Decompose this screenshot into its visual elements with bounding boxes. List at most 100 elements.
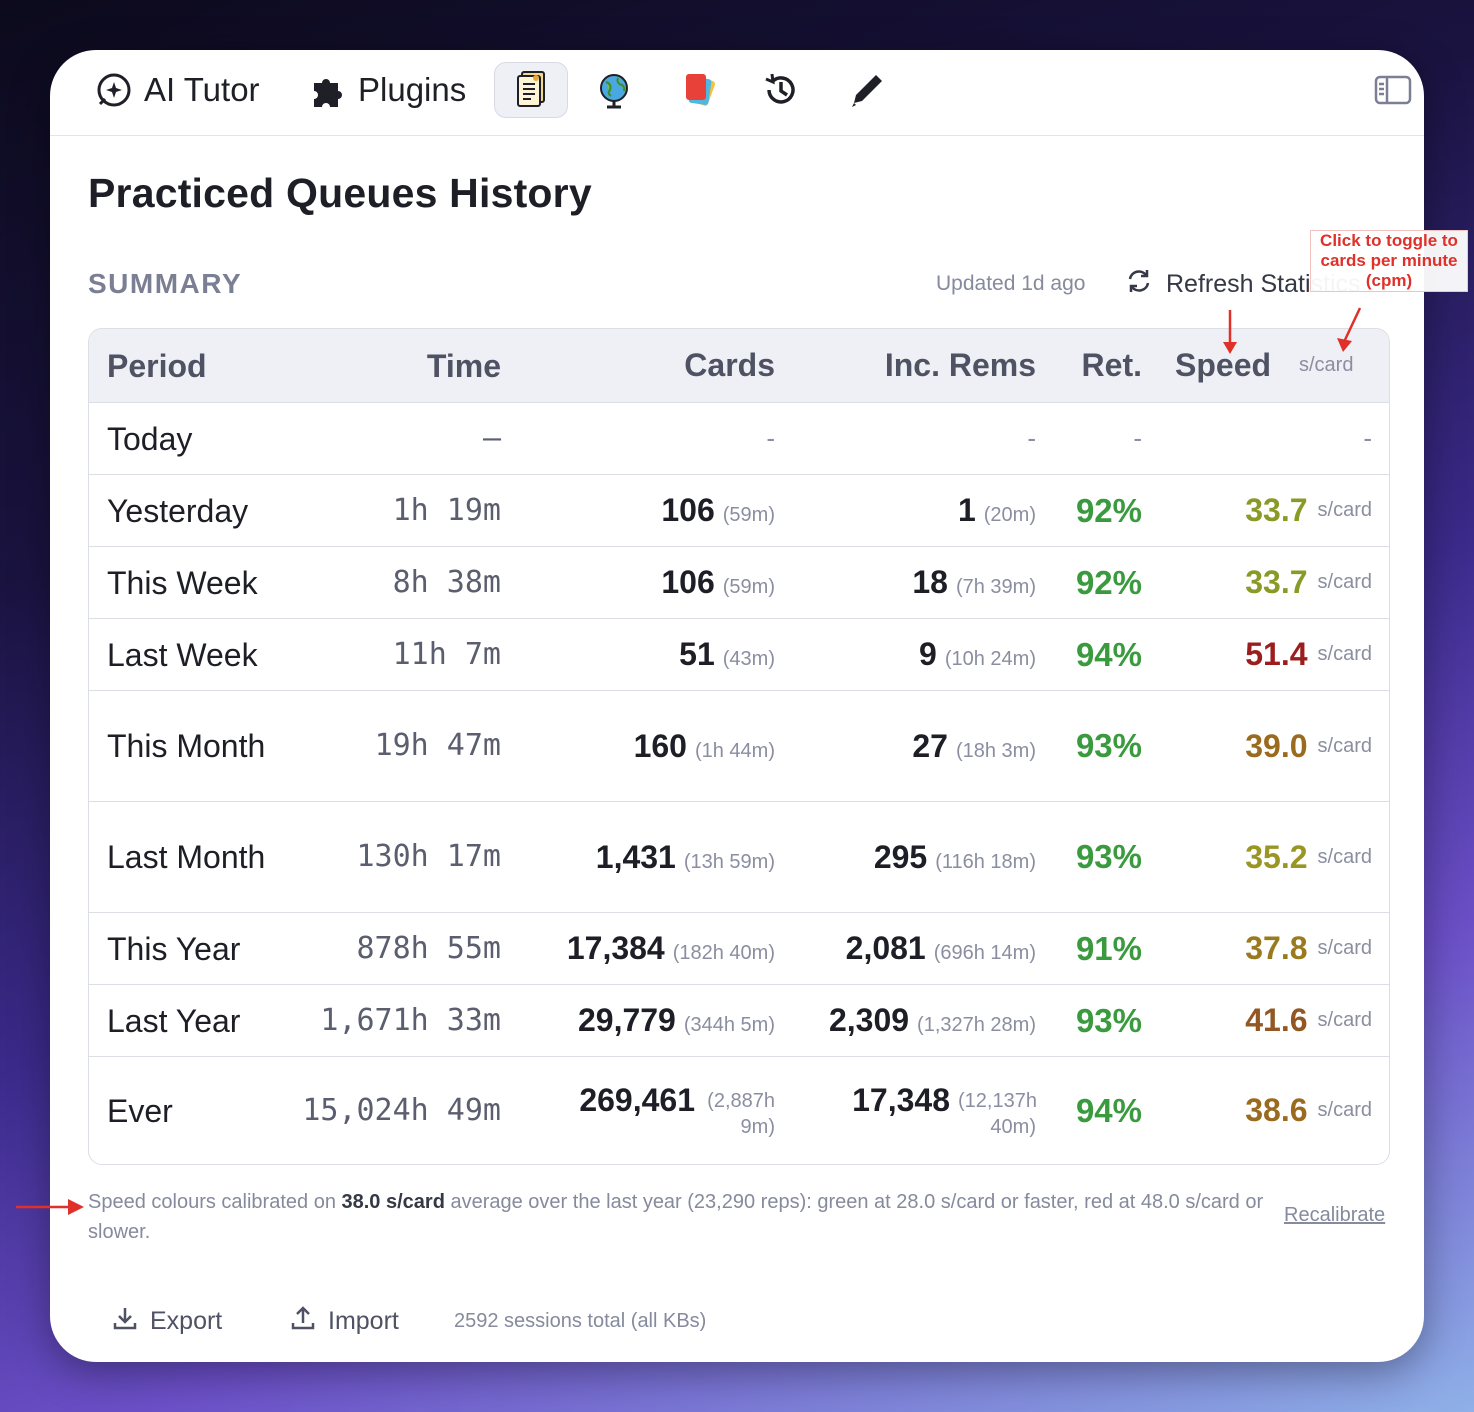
time-cell: 8h 38m [392, 564, 501, 600]
speed-value: 39.0 [1245, 727, 1308, 764]
empty-dash: - [1363, 423, 1372, 453]
edit-button[interactable] [846, 62, 888, 118]
period-cell: Today [107, 420, 193, 457]
period-cell: This Month [107, 728, 266, 764]
speed-unit: s/card [1317, 643, 1372, 665]
history-button[interactable] [762, 62, 800, 118]
time-cell: 15,024h 49m [302, 1092, 501, 1128]
import-button[interactable]: Import [290, 1305, 399, 1338]
inc-rems-duration: (12,137h 40m) [958, 1089, 1037, 1138]
inc-rems-duration: (7h 39m) [955, 576, 1036, 598]
annotation-arrow-speed [1223, 310, 1237, 354]
upload-icon [290, 1305, 316, 1338]
speed-cell: 38.6 s/card [1159, 1057, 1372, 1164]
footnote-average: 38.0 s/card [341, 1191, 445, 1213]
sidebar-toggle-button[interactable] [1374, 62, 1412, 118]
calibration-footnote: Speed colours calibrated on 38.0 s/card … [88, 1187, 1268, 1247]
header-time: Time [426, 347, 501, 384]
plugins-button[interactable]: Plugins [308, 62, 466, 118]
cards-duration: (43m) [722, 648, 775, 670]
cards-cell: 106 (59m) [509, 475, 775, 546]
cards-count: 29,779 [577, 1002, 676, 1038]
speed-unit: s/card [1317, 1099, 1372, 1121]
table-header: Period Time Cards Inc. Rems Ret. Speed s… [89, 329, 1389, 402]
cards-duration: (344h 5m) [683, 1014, 775, 1036]
period-cell: Last Month [107, 839, 266, 875]
inc-rems-cell: 18 (7h 39m) [789, 547, 1036, 618]
queue-history-tab[interactable] [494, 62, 568, 118]
inc-rems-count: 17,348 [852, 1081, 950, 1118]
export-button[interactable]: Export [112, 1305, 222, 1338]
speed-value: 33.7 [1245, 564, 1308, 600]
globe-button[interactable] [594, 62, 634, 118]
speed-unit: s/card [1317, 937, 1372, 959]
inc-rems-duration: (696h 14m) [933, 942, 1036, 964]
speed-value: 38.6 [1245, 1092, 1308, 1128]
speed-unit: s/card [1317, 1009, 1372, 1031]
period-cell: Last Week [107, 636, 258, 673]
header-retention: Ret. [1081, 347, 1142, 383]
flashcards-icon [680, 70, 720, 110]
inc-rems-duration: (20m) [983, 504, 1036, 526]
inc-rems-cell: 2,309 (1,327h 28m) [789, 985, 1036, 1056]
download-icon [112, 1305, 138, 1338]
table-row: Last Year 1,671h 33m 29,779 (344h 5m) 2,309 (… [89, 984, 1389, 1056]
table-row: This Year 878h 55m 17,384 (182h 40m) 2,081 (6… [89, 912, 1389, 984]
header-speed[interactable]: Speed [1175, 347, 1272, 383]
speed-unit: s/card [1317, 571, 1372, 593]
ai-tutor-button[interactable]: AI Tutor [96, 62, 260, 118]
cards-cell: 1,431 (13h 59m) [509, 802, 775, 912]
inc-rems-cell: 2,081 (696h 14m) [789, 913, 1036, 984]
table-row: Ever 15,024h 49m 269,461 (2,887h 9m) 17,348(… [89, 1056, 1389, 1164]
inc-rems-count: 2,309 [828, 1002, 910, 1038]
inc-rems-count: 9 [919, 636, 937, 672]
table-row: Yesterday 1h 19m 106 (59m) 1 (20m) 92% 33.7 s/ca… [89, 474, 1389, 546]
period-cell: This Week [107, 564, 258, 601]
speed-unit-toggle[interactable]: s/card [1299, 354, 1354, 376]
speed-cell: 33.7 s/card [1159, 475, 1372, 546]
empty-dash: - [1027, 423, 1036, 453]
cards-count: 17,384 [566, 930, 665, 966]
annotation-note: Click to toggle to cards per minute (cpm… [1310, 230, 1468, 292]
time-cell: 11h 7m [392, 636, 501, 672]
retention-cell: 93% [1075, 727, 1142, 764]
speed-value: 33.7 [1245, 492, 1308, 528]
flashcards-button[interactable] [680, 62, 720, 118]
inc-rems-cell: 9 (10h 24m) [789, 619, 1036, 690]
cards-cell: 106 (59m) [509, 547, 775, 618]
annotation-arrow-unit [1337, 307, 1362, 352]
page-title: Practiced Queues History [88, 170, 592, 216]
inc-rems-count: 295 [873, 838, 928, 875]
retention-cell: 94% [1075, 1091, 1142, 1129]
inc-rems-duration: (10h 24m) [944, 648, 1036, 670]
speed-cell: 41.6 s/card [1159, 985, 1372, 1056]
speed-cell: 51.4 s/card [1159, 619, 1372, 690]
time-cell: 19h 47m [374, 728, 501, 763]
speed-value: 51.4 [1245, 636, 1308, 672]
header-cards: Cards [684, 347, 775, 383]
cards-duration: (13h 59m) [683, 850, 775, 873]
recalibrate-link[interactable]: Recalibrate [1284, 1204, 1386, 1226]
app-window: AI Tutor Plugins [50, 50, 1424, 1362]
header-period: Period [107, 347, 207, 384]
cards-cell: 269,461 (2,887h 9m) [509, 1057, 775, 1164]
speed-cell: 33.7 s/card [1159, 547, 1372, 618]
empty-dash: - [766, 423, 775, 453]
footnote-text: Speed colours calibrated on [88, 1191, 342, 1213]
inc-rems-cell: 27 (18h 3m) [789, 691, 1036, 801]
sidebar-panel-icon [1374, 75, 1412, 105]
inc-rems-cell: 1 (20m) [789, 475, 1036, 546]
cards-cell: 160 (1h 44m) [509, 691, 775, 801]
time-cell: – [482, 420, 501, 456]
cards-count: 106 [661, 492, 715, 528]
cards-cell: 17,384 (182h 40m) [509, 913, 775, 984]
inc-rems-duration: (1,327h 28m) [917, 1014, 1036, 1036]
header-inc-rems: Inc. Rems [884, 347, 1036, 383]
refresh-icon [1126, 268, 1152, 301]
speed-unit: s/card [1317, 734, 1372, 757]
inc-rems-count: 18 [912, 564, 948, 600]
empty-dash: - [1133, 423, 1142, 453]
summary-label: SUMMARY [88, 268, 243, 299]
cards-stack-icon [514, 70, 548, 110]
period-cell: Last Year [107, 1002, 241, 1039]
